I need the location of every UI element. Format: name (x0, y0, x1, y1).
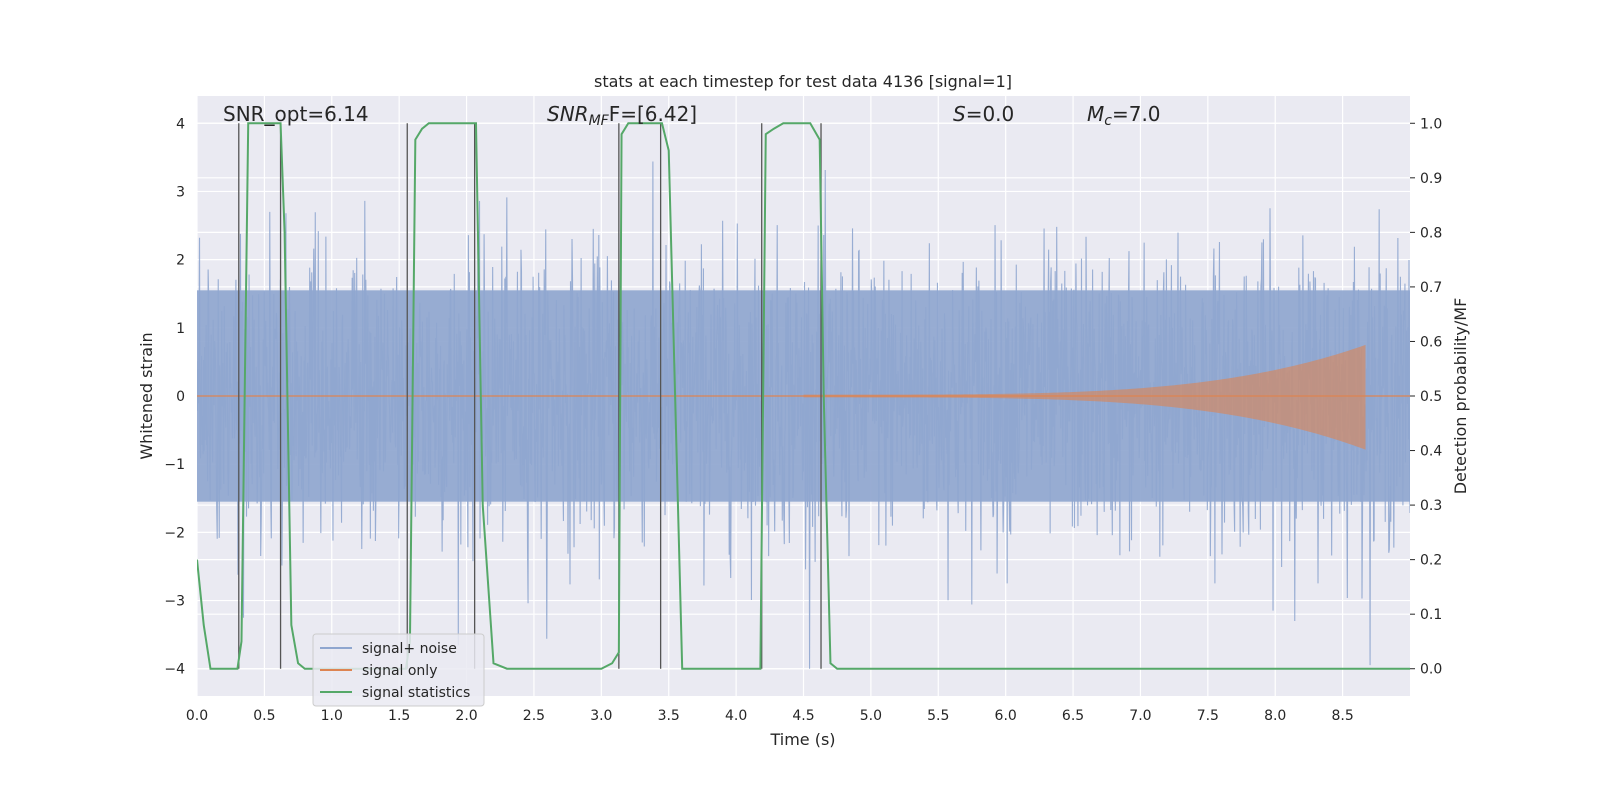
annotation-mc-suffix: =7.0 (1112, 102, 1161, 126)
x-tick-label: 2.5 (523, 708, 545, 724)
x-tick-label: 5.0 (860, 708, 882, 724)
x-axis-ticks: 0.0 0.5 1.0 1.5 2.0 2.5 3.0 3.5 4.0 4.5 5.0 5.5 6.0 6… (186, 708, 1354, 724)
annotation-snr-mf-suffix: F=[6.42] (609, 102, 697, 126)
x-tick-label: 4.5 (792, 708, 814, 724)
x-tick-label: 7.0 (1129, 708, 1151, 724)
x-tick-label: 1.0 (321, 708, 343, 724)
y-tick-label: 4 (176, 116, 185, 132)
annotation-s-suffix: =0.0 (966, 102, 1015, 126)
x-tick-label: 1.5 (388, 708, 410, 724)
y-tick-label: 3 (176, 184, 185, 200)
annotation-snr-mf-sub: MF (589, 113, 610, 129)
y-tick-label: 1 (176, 321, 185, 337)
y-axis-label: Whitened strain (137, 332, 156, 459)
y-tick-label: −1 (164, 457, 185, 473)
y-axis-ticks: −4 −3 −2 −1 0 1 2 3 4 (164, 116, 185, 677)
y2-tick-label: 0.5 (1420, 389, 1442, 405)
x-tick-label: 0.0 (186, 708, 208, 724)
annotation-snr-opt: SNR_opt=6.14 (223, 102, 369, 126)
y2-tick-label: 0.4 (1420, 444, 1442, 460)
x-tick-label: 2.0 (455, 708, 477, 724)
annotation-s-prefix: S (953, 102, 966, 126)
x-tick-label: 3.0 (590, 708, 612, 724)
y-tick-label: 2 (176, 253, 185, 269)
x-tick-label: 3.5 (658, 708, 680, 724)
y2-tick-label: 0.9 (1420, 171, 1442, 187)
y2-tick-label: 0.0 (1420, 662, 1442, 678)
x-tick-label: 6.0 (995, 708, 1017, 724)
annotation-mc-sub: c (1104, 113, 1112, 129)
y2-tick-label: 0.7 (1420, 280, 1442, 296)
annotation-s: S=0.0 (953, 102, 1014, 126)
series-signal-only (197, 344, 1410, 450)
x-tick-label: 8.5 (1331, 708, 1353, 724)
x-tick-label: 6.5 (1062, 708, 1084, 724)
y2-tick-label: 1.0 (1420, 116, 1442, 132)
legend-box (312, 633, 485, 707)
legend-label-signal-only: signal only (362, 663, 437, 679)
annotation-mc: Mc=7.0 (1087, 102, 1161, 129)
annotation-mc-prefix: M (1087, 102, 1104, 126)
chart-title: stats at each timestep for test data 413… (594, 72, 1012, 91)
legend-label-signal-statistics: signal statistics (362, 685, 470, 701)
y2-tick-label: 0.8 (1420, 225, 1442, 241)
x-tick-label: 5.5 (927, 708, 949, 724)
plot-content (197, 122, 1410, 670)
signal-statistics-line (197, 122, 1410, 670)
legend: signal+ noise signal only signal statist… (312, 633, 485, 707)
y-tick-label: −3 (164, 594, 185, 610)
y2-tick-label: 0.2 (1420, 553, 1442, 569)
annotation-snr-mf-prefix: SNR (547, 102, 589, 126)
y-tick-label: 0 (176, 389, 185, 405)
legend-label-signal-noise: signal+ noise (362, 641, 457, 657)
signal-only-chirp (803, 344, 1366, 450)
x-tick-label: 0.5 (253, 708, 275, 724)
y2-tick-label: 0.3 (1420, 498, 1442, 514)
y2-tick-label: 0.6 (1420, 334, 1442, 350)
x-axis-label: Time (s) (769, 730, 835, 749)
y-tick-label: −4 (164, 662, 185, 678)
x-tick-label: 7.5 (1197, 708, 1219, 724)
x-tick-label: 8.0 (1264, 708, 1286, 724)
annotation-snr-mf: SNRMFF=[6.42] (547, 102, 697, 129)
y2-axis-label: Detection probability/MF (1451, 298, 1470, 495)
x-tick-label: 4.0 (725, 708, 747, 724)
y2-tick-label: 0.1 (1420, 607, 1442, 623)
y-tick-label: −2 (164, 525, 185, 541)
y2-axis-ticks: 0.0 0.1 0.2 0.3 0.4 0.5 0.6 0.7 0.8 0.9 1.0 (1410, 116, 1442, 678)
series-signal-statistics (197, 122, 1410, 670)
